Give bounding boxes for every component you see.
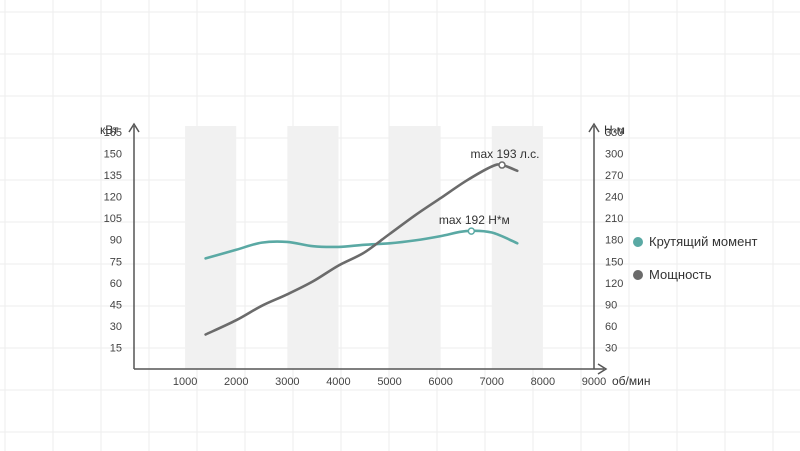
right-tick-label: 270 xyxy=(605,170,623,182)
left-tick-label: 45 xyxy=(110,299,122,311)
x-tick-label: 4000 xyxy=(326,376,350,388)
right-tick-labels: 30 60 90 120 150 180 210 240 270 300 330 xyxy=(605,127,623,354)
legend-item-power: Мощность xyxy=(633,267,712,282)
right-tick-label: 210 xyxy=(605,213,623,225)
x-axis-unit: об/мин xyxy=(612,374,650,388)
torque-line xyxy=(204,229,519,260)
left-tick-label: 30 xyxy=(110,321,122,333)
x-axis-arrow xyxy=(597,363,608,375)
right-tick-label: 90 xyxy=(605,299,617,311)
left-tick-label: 105 xyxy=(104,213,122,225)
axes xyxy=(128,122,608,375)
left-tick-label: 150 xyxy=(104,149,122,161)
x-tick-label: 3000 xyxy=(275,376,299,388)
max-power-annotation-marker xyxy=(498,161,506,169)
right-tick-label: 60 xyxy=(605,321,617,333)
power-line xyxy=(204,163,519,336)
left-tick-label: 90 xyxy=(110,235,122,247)
legend: Крутящий момент Мощность xyxy=(633,234,757,282)
right-axis-arrow xyxy=(588,122,600,133)
right-axis-unit: Н·м xyxy=(604,123,625,137)
max-torque-annotation-marker xyxy=(467,227,476,235)
shaded-band xyxy=(185,126,237,369)
x-tick-label: 8000 xyxy=(531,376,555,388)
x-tick-label: 5000 xyxy=(377,376,401,388)
legend-marker-power xyxy=(633,270,643,280)
right-tick-label: 120 xyxy=(605,278,623,290)
left-axis-unit: кВт xyxy=(100,123,119,137)
right-tick-label: 300 xyxy=(605,149,623,161)
shaded-band xyxy=(389,126,441,369)
max-power-annotation-label: max 193 л.с. xyxy=(470,147,539,161)
left-tick-label: 120 xyxy=(104,192,122,204)
left-tick-label: 165 xyxy=(104,127,122,139)
shaded-bands xyxy=(185,126,543,369)
left-tick-label: 135 xyxy=(104,170,122,182)
left-tick-label: 60 xyxy=(110,278,122,290)
legend-label-power: Мощность xyxy=(649,267,712,282)
series-lines xyxy=(204,163,519,336)
left-tick-labels: 15 30 45 60 75 90 105 120 135 150 165 xyxy=(104,127,122,354)
x-tick-label: 1000 xyxy=(173,376,197,388)
right-tick-label: 30 xyxy=(605,342,617,354)
x-tick-label: 6000 xyxy=(428,376,452,388)
right-tick-label: 240 xyxy=(605,192,623,204)
right-tick-label: 150 xyxy=(605,256,623,268)
left-tick-label: 75 xyxy=(110,256,122,268)
legend-item-torque: Крутящий момент xyxy=(633,234,757,249)
x-tick-label: 9000 xyxy=(582,376,606,388)
left-tick-label: 15 xyxy=(110,342,122,354)
left-axis-arrow xyxy=(128,122,140,133)
x-tick-label: 7000 xyxy=(480,376,504,388)
x-tick-label: 2000 xyxy=(224,376,248,388)
legend-marker-torque xyxy=(633,237,643,247)
annotations: max 193 л.с. max 192 Н*м xyxy=(439,147,540,235)
right-tick-label: 180 xyxy=(605,235,623,247)
x-tick-labels: 1000 2000 3000 4000 5000 6000 7000 8000 9000 xyxy=(173,376,606,388)
legend-label-torque: Крутящий момент xyxy=(649,234,757,249)
max-torque-annotation-label: max 192 Н*м xyxy=(439,213,510,227)
right-tick-label: 330 xyxy=(605,127,623,139)
